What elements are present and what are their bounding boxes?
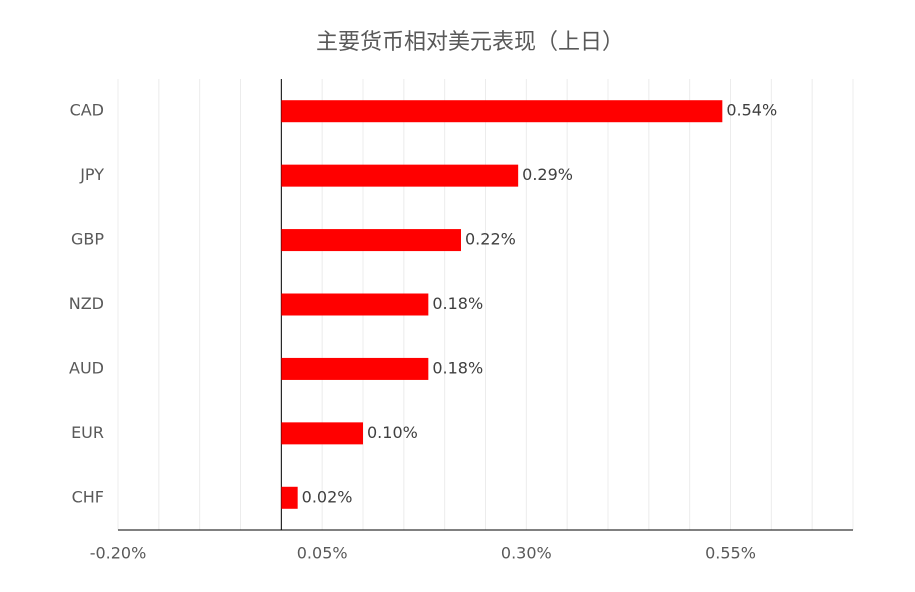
data-label: 0.18%	[432, 294, 483, 313]
data-label: 0.29%	[522, 165, 573, 184]
y-tick-label: GBP	[71, 230, 104, 249]
data-label: 0.02%	[302, 487, 353, 506]
data-label: 0.10%	[367, 423, 418, 442]
x-tick-label: 0.55%	[705, 544, 756, 563]
x-tick-label: -0.20%	[90, 544, 147, 563]
bar	[281, 229, 461, 252]
data-label: 0.54%	[726, 101, 777, 120]
x-tick-label: 0.05%	[297, 544, 348, 563]
bar	[281, 422, 363, 445]
bar	[281, 100, 723, 123]
bar	[281, 164, 519, 187]
y-tick-label: NZD	[69, 294, 104, 313]
bar	[281, 293, 429, 316]
data-label: 0.22%	[465, 230, 516, 249]
y-tick-label: JPY	[79, 165, 104, 184]
chart-title: 主要货币相对美元表现（上日）	[316, 30, 624, 55]
data-label: 0.18%	[432, 358, 483, 377]
y-tick-label: EUR	[71, 423, 104, 442]
y-tick-label: AUD	[69, 358, 104, 377]
x-tick-label: 0.30%	[501, 544, 552, 563]
y-tick-label: CHF	[72, 487, 104, 506]
bar	[281, 357, 429, 380]
y-tick-label: CAD	[70, 101, 104, 120]
bar	[281, 486, 298, 509]
